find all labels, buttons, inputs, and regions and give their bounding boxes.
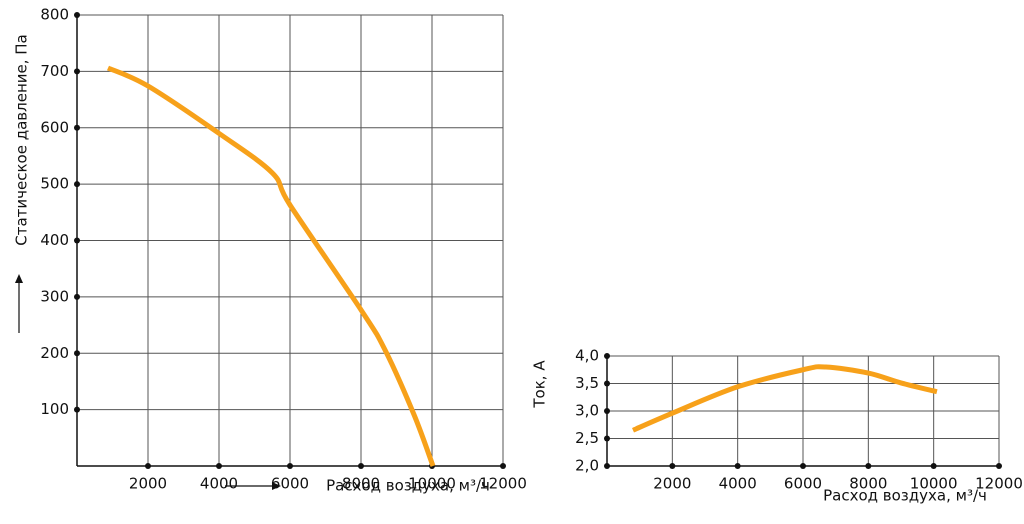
y-tick-label: 400	[40, 231, 69, 249]
x-tick-label: 2000	[129, 475, 167, 493]
x-tick-label: 4000	[200, 475, 238, 493]
x-tick-label: 10000	[910, 475, 958, 493]
x-axis-label: Расход воздуха, м³/ч	[326, 477, 490, 495]
y-tick-label: 500	[40, 175, 69, 193]
y-tick-label: 3,5	[575, 374, 599, 392]
x-axis-label: Расход воздуха, м³/ч	[823, 487, 987, 505]
y-axis-label: Статическое давление, Па	[13, 34, 31, 245]
x-tick-label: 8000	[849, 475, 887, 493]
y-tick-label: 200	[40, 344, 69, 362]
y-tick-label: 600	[40, 118, 69, 136]
x-tick-label: 8000	[342, 475, 380, 493]
y-tick-label: 2,5	[575, 429, 599, 447]
x-tick-label: 12000	[975, 475, 1023, 493]
x-tick-label: 6000	[271, 475, 309, 493]
x-arrow-head	[272, 482, 281, 490]
x-tick-label: 12000	[479, 475, 527, 493]
line	[106, 65, 436, 467]
y-tick-label: 3,0	[575, 402, 599, 420]
y-tick-label: 2,0	[575, 457, 599, 475]
y-tick-label: 4,0	[575, 347, 599, 365]
y-arrow-head	[15, 274, 23, 283]
y-tick-label: 100	[40, 400, 69, 418]
y-axis-label: Ток, А	[531, 360, 549, 409]
line	[632, 364, 938, 433]
y-tick-label: 800	[40, 6, 69, 24]
x-tick-label: 4000	[719, 475, 757, 493]
y-tick-label: 300	[40, 287, 69, 305]
x-tick-label: 6000	[784, 475, 822, 493]
x-tick-label: 10000	[408, 475, 456, 493]
x-tick-label: 2000	[653, 475, 691, 493]
y-tick-label: 700	[40, 62, 69, 80]
